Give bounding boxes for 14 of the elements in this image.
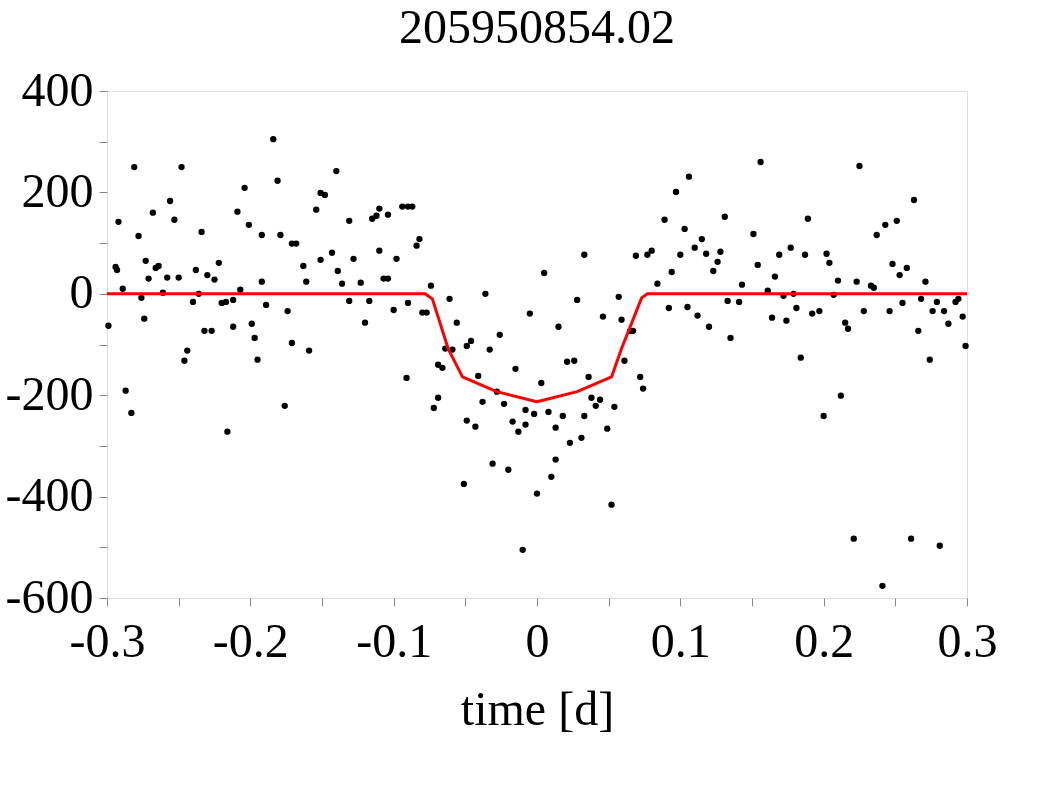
x-axis-title: time [d] xyxy=(460,681,615,735)
line-series xyxy=(105,292,969,404)
x-tick-label: 0.2 xyxy=(794,613,855,667)
y-tick-label: 0 xyxy=(69,265,94,319)
y-tick-label: 400 xyxy=(21,62,94,116)
y-tick-label: -400 xyxy=(5,468,94,522)
chart-title: 205950854.02 xyxy=(399,0,675,53)
y-tick-label: -200 xyxy=(5,366,94,420)
x-tick-label: 0 xyxy=(525,613,550,667)
x-tick-label: -0.2 xyxy=(212,613,289,667)
y-tick-label: 200 xyxy=(21,163,94,217)
x-tick-label: 0.3 xyxy=(937,613,998,667)
x-tick-label: -0.1 xyxy=(356,613,433,667)
x-tick-label: 0.1 xyxy=(650,613,711,667)
